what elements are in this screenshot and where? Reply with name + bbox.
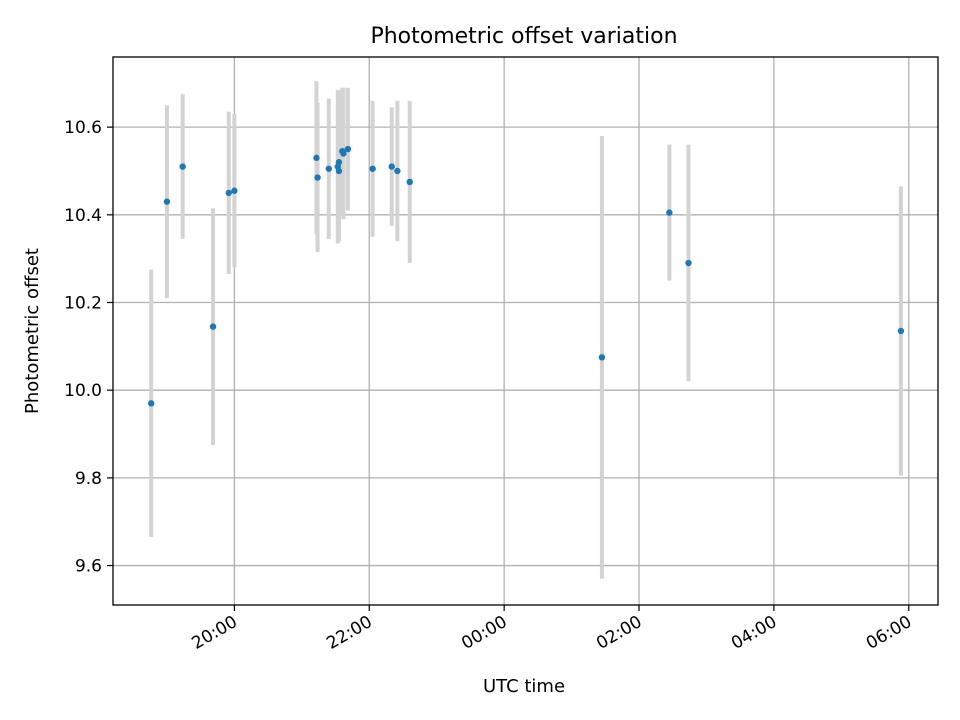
data-point [148, 400, 155, 407]
y-axis-label: Photometric offset [22, 248, 43, 414]
data-point [231, 187, 238, 194]
data-point [406, 178, 413, 186]
data-point [388, 163, 395, 170]
data-point [335, 167, 343, 175]
x-tick-label: 06:00 [863, 612, 915, 654]
data-point [369, 165, 376, 172]
grid-lines [113, 57, 938, 605]
x-axis-label: UTC time [483, 676, 565, 697]
x-tick-label: 00:00 [458, 612, 510, 654]
data-point [685, 259, 692, 267]
y-tick-label: 9.6 [75, 557, 102, 577]
data-point [335, 159, 343, 166]
y-tick-label: 10.2 [64, 294, 102, 314]
data-point [209, 323, 217, 330]
data-point [313, 154, 320, 162]
plot-frame [112, 56, 939, 606]
x-tick-label: 20:00 [188, 612, 240, 654]
data-point [163, 198, 171, 205]
data-point [394, 167, 401, 175]
chart-title: Photometric offset variation [370, 24, 677, 49]
axis-ticks: 20:00 22:00 00:00 02:00 04:00 06:00 9.6 9.8 10.0… [64, 118, 915, 654]
data-point [897, 327, 905, 335]
data-point [325, 165, 333, 172]
data-point [179, 163, 186, 170]
x-tick-label: 04:00 [728, 612, 780, 654]
x-tick-label: 22:00 [323, 612, 375, 654]
data-point [340, 150, 347, 157]
x-tick-label: 02:00 [593, 612, 645, 654]
data-point [666, 209, 673, 216]
data-points [148, 145, 905, 407]
data-point [314, 174, 321, 181]
data-point [344, 145, 352, 153]
data-point [225, 189, 232, 197]
y-tick-label: 10.6 [64, 118, 102, 138]
data-point [598, 354, 606, 361]
y-tick-label: 10.4 [64, 206, 102, 226]
y-tick-label: 9.8 [75, 469, 102, 489]
error-bars [149, 81, 903, 579]
y-tick-label: 10.0 [64, 381, 102, 401]
